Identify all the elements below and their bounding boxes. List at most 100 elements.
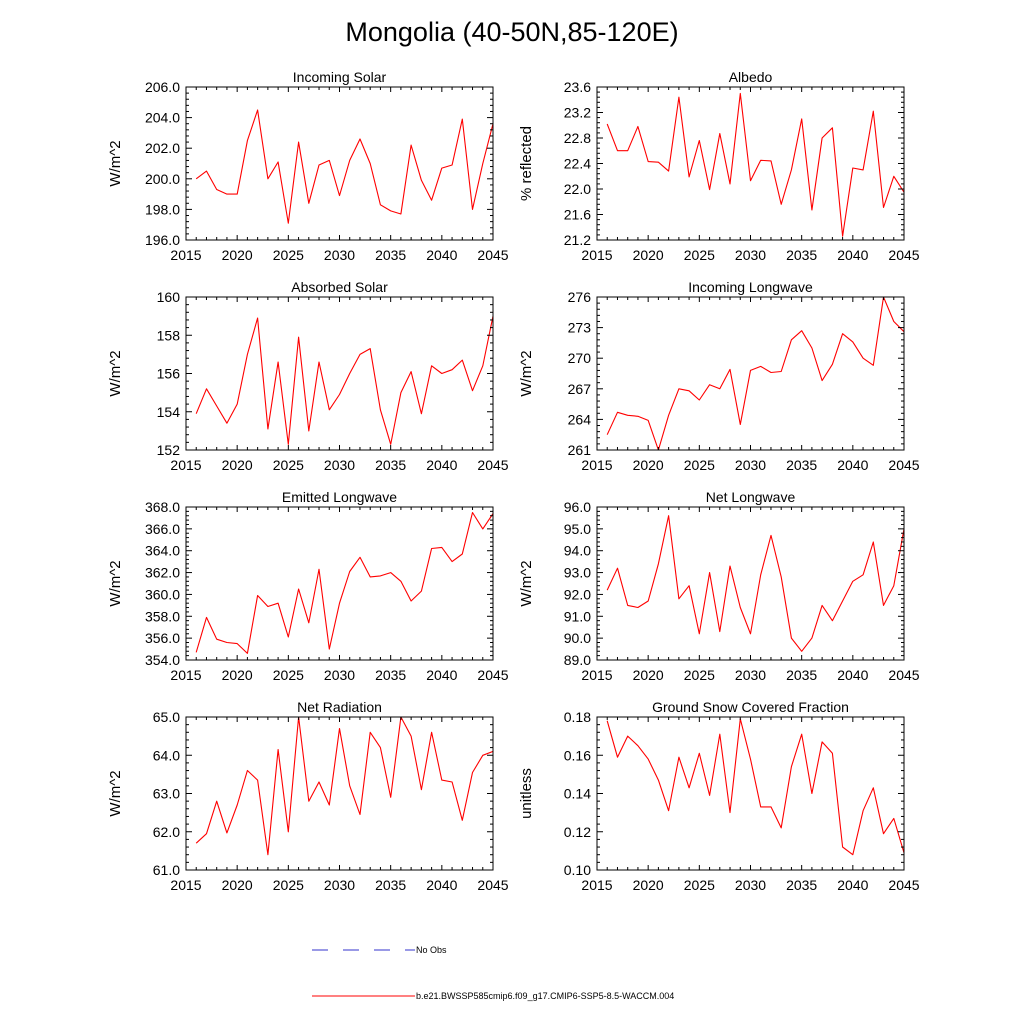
- y-tick-label-incoming-solar: 196.0: [145, 232, 180, 248]
- y-tick-label-absorbed-solar: 158: [157, 327, 181, 343]
- y-tick-label-incoming-longwave: 267: [568, 381, 592, 397]
- x-tick-label-absorbed-solar: 2015: [170, 457, 201, 473]
- x-tick-label-albedo: 2030: [735, 247, 766, 263]
- y-tick-label-albedo: 23.6: [564, 79, 591, 95]
- y-tick-label-net-radiation: 63.0: [153, 786, 180, 802]
- x-tick-label-incoming-solar: 2025: [273, 247, 304, 263]
- y-tick-label-ground-snow-covered-fraction: 0.16: [564, 747, 591, 763]
- x-tick-label-incoming-longwave: 2020: [633, 457, 664, 473]
- x-tick-label-net-radiation: 2035: [375, 877, 406, 893]
- x-tick-label-ground-snow-covered-fraction: 2045: [888, 877, 919, 893]
- x-tick-label-incoming-longwave: 2015: [581, 457, 612, 473]
- plot-frame-ground-snow-covered-fraction: [596, 716, 905, 871]
- x-tick-label-net-longwave: 2035: [786, 667, 817, 683]
- x-tick-label-net-longwave: 2045: [888, 667, 919, 683]
- y-tick-label-incoming-solar: 206.0: [145, 79, 180, 95]
- x-tick-label-net-longwave: 2015: [581, 667, 612, 683]
- x-tick-label-incoming-solar: 2030: [324, 247, 355, 263]
- series-line-incoming-solar: [195, 109, 493, 224]
- y-tick-label-emitted-longwave: 368.0: [145, 499, 180, 515]
- y-tick-label-net-longwave: 95.0: [564, 521, 591, 537]
- x-tick-label-emitted-longwave: 2035: [375, 667, 406, 683]
- y-tick-label-incoming-longwave: 261: [568, 442, 592, 458]
- x-tick-label-net-radiation: 2030: [324, 877, 355, 893]
- x-tick-label-ground-snow-covered-fraction: 2035: [786, 877, 817, 893]
- panel-title-net-radiation: Net Radiation: [297, 699, 382, 715]
- panel-net-radiation: Net Radiation W/m^2 2015 2020 2025 2030 2035 20…: [107, 699, 509, 893]
- y-tick-label-emitted-longwave: 358.0: [145, 608, 180, 624]
- x-tick-label-emitted-longwave: 2045: [477, 667, 508, 683]
- y-tick-label-albedo: 22.8: [564, 130, 591, 146]
- x-tick-label-net-radiation: 2015: [170, 877, 201, 893]
- y-axis-label-incoming-solar: W/m^2: [107, 140, 124, 186]
- series-line-ground-snow-covered-fraction: [606, 718, 904, 856]
- x-tick-label-absorbed-solar: 2040: [426, 457, 457, 473]
- panel-title-absorbed-solar: Absorbed Solar: [291, 279, 388, 295]
- y-tick-label-albedo: 21.6: [564, 207, 591, 223]
- y-tick-label-net-longwave: 96.0: [564, 499, 591, 515]
- series-line-net-longwave: [606, 515, 904, 652]
- y-tick-label-absorbed-solar: 152: [157, 442, 181, 458]
- x-tick-label-incoming-longwave: 2040: [837, 457, 868, 473]
- x-tick-label-net-radiation: 2040: [426, 877, 457, 893]
- y-tick-label-net-radiation: 65.0: [153, 709, 180, 725]
- panel-incoming-solar: Incoming Solar W/m^2 2015 2020 2025 2030 2035 2…: [107, 69, 509, 263]
- series-line-absorbed-solar: [195, 315, 493, 445]
- x-tick-label-albedo: 2045: [888, 247, 919, 263]
- x-tick-label-incoming-solar: 2035: [375, 247, 406, 263]
- x-tick-label-albedo: 2015: [581, 247, 612, 263]
- legend-label-model-run: b.e21.BWSSP585cmip6.f09_g17.CMIP6-SSP5-8…: [416, 991, 674, 1001]
- panel-title-emitted-longwave: Emitted Longwave: [282, 489, 397, 505]
- y-tick-label-incoming-solar: 198.0: [145, 201, 180, 217]
- panel-title-net-longwave: Net Longwave: [706, 489, 796, 505]
- y-tick-label-absorbed-solar: 154: [157, 404, 181, 420]
- panel-absorbed-solar: Absorbed Solar W/m^2 2015 2020 2025 2030 2035 2…: [107, 279, 509, 473]
- plot-frame-absorbed-solar: [185, 296, 494, 451]
- y-axis-label-albedo: % reflected: [518, 126, 535, 201]
- y-tick-label-incoming-solar: 200.0: [145, 171, 180, 187]
- x-tick-label-net-longwave: 2040: [837, 667, 868, 683]
- y-tick-label-ground-snow-covered-fraction: 0.18: [564, 709, 591, 725]
- x-tick-label-incoming-longwave: 2045: [888, 457, 919, 473]
- x-tick-label-incoming-longwave: 2025: [684, 457, 715, 473]
- y-tick-label-emitted-longwave: 364.0: [145, 543, 180, 559]
- x-tick-label-net-longwave: 2020: [633, 667, 664, 683]
- panel-albedo: Albedo % reflected 2015 2020 2025 2030 2035 204…: [518, 69, 920, 263]
- y-tick-label-ground-snow-covered-fraction: 0.12: [564, 824, 591, 840]
- panel-incoming-longwave: Incoming Longwave W/m^2 2015 2020 2025 2030 20…: [518, 279, 920, 473]
- x-tick-label-ground-snow-covered-fraction: 2015: [581, 877, 612, 893]
- x-tick-label-net-radiation: 2020: [222, 877, 253, 893]
- panel-title-ground-snow-covered-fraction: Ground Snow Covered Fraction: [652, 699, 849, 715]
- y-tick-label-net-radiation: 64.0: [153, 747, 180, 763]
- x-tick-label-incoming-solar: 2040: [426, 247, 457, 263]
- y-tick-label-incoming-longwave: 273: [568, 320, 592, 336]
- y-tick-label-net-radiation: 62.0: [153, 824, 180, 840]
- plot-frame-albedo: [596, 86, 905, 241]
- plot-frame-emitted-longwave: [185, 506, 494, 661]
- x-tick-label-absorbed-solar: 2025: [273, 457, 304, 473]
- x-tick-label-net-longwave: 2025: [684, 667, 715, 683]
- x-tick-label-net-longwave: 2030: [735, 667, 766, 683]
- y-tick-label-albedo: 22.0: [564, 181, 591, 197]
- y-tick-label-net-longwave: 93.0: [564, 565, 591, 581]
- y-tick-label-incoming-solar: 204.0: [145, 110, 180, 126]
- panel-ground-snow-covered-fraction: Ground Snow Covered Fraction unitless 2015…: [518, 699, 920, 893]
- y-tick-label-emitted-longwave: 362.0: [145, 565, 180, 581]
- x-tick-label-ground-snow-covered-fraction: 2040: [837, 877, 868, 893]
- x-tick-label-albedo: 2035: [786, 247, 817, 263]
- plot-frame-incoming-solar: [185, 86, 494, 241]
- x-tick-label-ground-snow-covered-fraction: 2025: [684, 877, 715, 893]
- y-axis-label-ground-snow-covered-fraction: unitless: [518, 768, 535, 819]
- x-tick-label-incoming-solar: 2015: [170, 247, 201, 263]
- y-axis-label-incoming-longwave: W/m^2: [518, 350, 535, 396]
- legend-label-no-obs: No Obs: [416, 945, 447, 955]
- x-tick-label-absorbed-solar: 2030: [324, 457, 355, 473]
- x-tick-label-absorbed-solar: 2035: [375, 457, 406, 473]
- y-tick-label-net-longwave: 91.0: [564, 608, 591, 624]
- y-tick-label-albedo: 22.4: [564, 156, 591, 172]
- y-tick-label-incoming-solar: 202.0: [145, 140, 180, 156]
- y-tick-label-incoming-longwave: 276: [568, 289, 592, 305]
- y-tick-label-net-longwave: 89.0: [564, 652, 591, 668]
- plot-frame-net-longwave: [596, 506, 905, 661]
- panel-emitted-longwave: Emitted Longwave W/m^2 2015 2020 2025 2030 203…: [107, 489, 509, 683]
